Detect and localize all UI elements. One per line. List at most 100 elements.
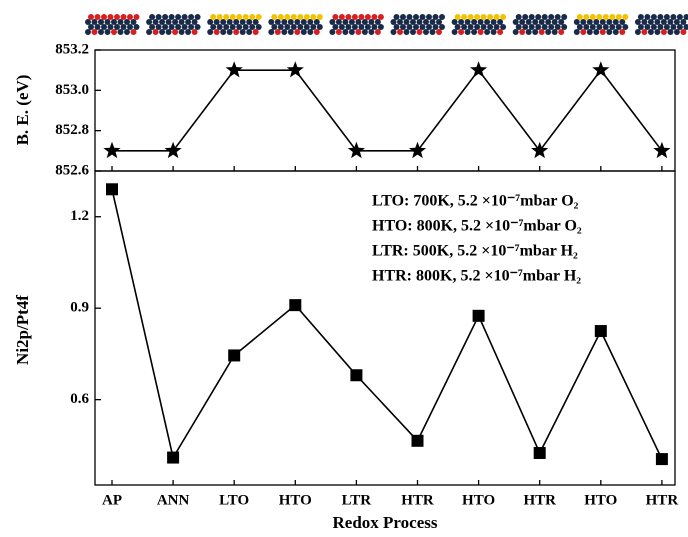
atom [419,24,426,30]
atom [149,14,156,20]
atom [403,29,410,35]
star-marker [347,141,365,159]
atom [252,19,259,25]
atom [98,19,104,25]
atom [583,24,590,30]
atom [554,14,561,20]
atom [670,24,677,30]
atom [133,24,140,30]
atom [538,29,545,35]
atom [535,24,542,30]
atom [500,24,507,30]
atom [377,24,384,30]
atom [345,14,352,20]
atom [338,24,345,30]
atom [593,29,600,35]
atom [480,14,487,20]
atom [393,14,400,20]
square-marker [289,299,302,312]
atom [429,19,436,25]
atom [117,29,124,35]
atom [358,14,365,20]
square-marker [655,453,668,466]
atom [127,24,133,30]
atom [390,19,397,25]
atom [612,19,619,25]
atom [500,14,507,20]
atom [551,29,558,35]
atom [351,14,358,20]
atom [155,24,162,30]
atom [512,19,519,25]
atom [216,14,223,20]
atom [406,14,413,20]
atom [580,29,587,35]
atom [589,14,596,20]
atom [368,29,375,35]
atom [541,24,548,30]
atom [634,29,641,35]
atom [545,29,552,35]
atom [88,14,94,20]
atom [216,24,223,30]
atom [104,29,111,35]
atom [467,14,474,20]
atom [155,14,162,20]
atom [593,19,600,25]
atom [413,14,419,20]
atom [667,29,674,35]
atom [104,19,111,25]
atom [647,19,654,25]
atom [423,29,429,35]
atom [146,29,153,35]
atom [670,14,677,20]
atom [271,24,278,30]
y-tick-label: 853.2 [55,41,89,57]
y-tick-label: 1.2 [70,208,89,224]
atom [329,19,336,25]
atom [436,19,442,25]
atom [558,19,565,25]
atom [249,24,256,30]
atom [310,14,317,20]
atom [406,24,413,30]
atom [558,29,565,35]
star-marker [592,61,610,78]
atom [573,29,580,35]
atom [484,19,491,25]
atom [310,24,317,30]
atom [120,14,127,20]
atom [650,14,657,20]
atom [390,29,397,35]
atom [332,24,339,30]
atom [554,24,561,30]
atom [91,29,98,35]
atom [561,14,568,20]
star-marker [653,141,671,159]
atom [114,14,120,20]
atom [159,29,166,35]
atom [419,14,426,20]
atom [515,24,522,30]
atom [101,14,107,20]
atom [368,19,375,25]
atom [159,19,166,25]
atom [522,14,529,20]
atom [637,14,644,20]
atom [307,19,314,25]
atom [436,29,442,35]
top-frame [94,49,676,172]
x-tick-label: HTO [462,492,495,508]
atom [194,24,201,30]
y-tick-label: 0.9 [70,300,89,316]
atom [451,29,458,35]
atom [490,19,497,25]
atom [233,19,240,25]
atom [226,29,233,35]
atom [88,24,94,30]
y-tick-label: 0.6 [70,391,89,407]
square-marker [228,349,241,362]
atom [172,29,179,35]
atom [130,29,137,35]
atom [573,19,580,25]
